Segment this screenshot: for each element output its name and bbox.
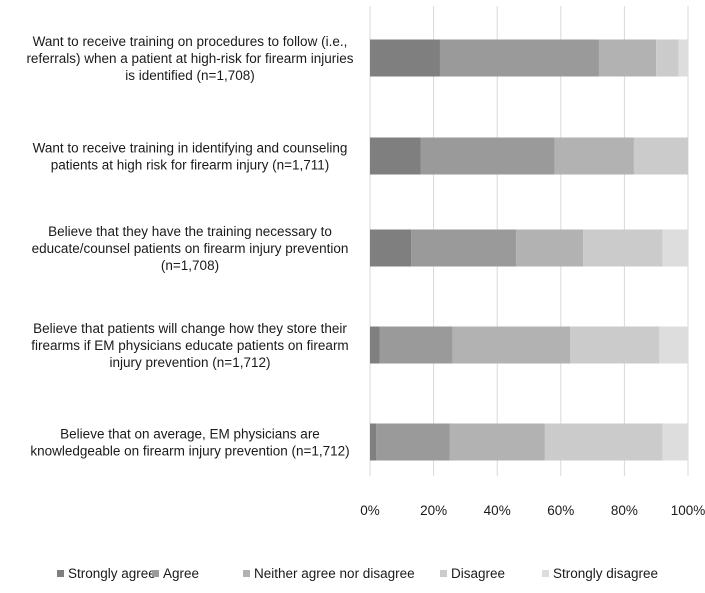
bar-segment-2-3	[583, 229, 663, 267]
bar-segment-0-3	[656, 39, 679, 77]
bar-segment-4-3	[544, 423, 663, 461]
legend: Strongly agree Agree Neither agree nor dis…	[57, 566, 658, 581]
category-label-line: knowledgeable on firearm injury preventi…	[30, 444, 349, 459]
legend-label-1: Agree	[163, 566, 199, 581]
bar-segment-4-2	[449, 423, 545, 461]
legend-label-4: Strongly disagree	[553, 566, 658, 581]
x-tick-label-3: 60%	[547, 503, 574, 518]
x-tick-label-1: 20%	[420, 503, 447, 518]
x-tick-label-0: 0%	[360, 503, 380, 518]
bar-segment-0-1	[439, 39, 599, 77]
bar-segment-0-4	[678, 39, 688, 77]
bar-segment-1-2	[554, 137, 634, 175]
legend-swatch-1	[152, 570, 159, 577]
category-label-4: Believe that on average, EM physicians a…	[30, 427, 349, 459]
bars	[370, 39, 688, 461]
x-tick-label-4: 80%	[611, 503, 638, 518]
legend-swatch-3	[440, 570, 447, 577]
bar-segment-3-4	[659, 326, 688, 364]
bar-segment-3-3	[570, 326, 660, 364]
legend-swatch-4	[542, 570, 549, 577]
bar-segment-2-4	[662, 229, 688, 267]
x-axis-tick-labels: 0% 20% 40% 60% 80% 100%	[360, 503, 705, 518]
category-label-line: Want to receive training on procedures t…	[33, 34, 348, 49]
bar-segment-3-1	[379, 326, 453, 364]
category-label-line: firearms if EM physicians educate patien…	[31, 338, 348, 353]
bar-segment-0-2	[598, 39, 657, 77]
category-label-0: Want to receive training on procedures t…	[26, 34, 353, 83]
x-tick-label-2: 40%	[484, 503, 511, 518]
bar-segment-4-1	[376, 423, 450, 461]
legend-label-3: Disagree	[451, 566, 505, 581]
category-label-line: injury prevention (n=1,712)	[110, 355, 271, 370]
legend-swatch-2	[243, 570, 250, 577]
bar-segment-0-0	[370, 39, 440, 77]
legend-label-0: Strongly agree	[68, 566, 156, 581]
bar-segment-3-2	[452, 326, 571, 364]
category-label-line: is identified (n=1,708)	[125, 68, 254, 83]
category-label-line: Want to receive training in identifying …	[33, 141, 348, 156]
legend-swatch-0	[57, 570, 64, 577]
bar-segment-4-0	[370, 423, 377, 461]
bar-segment-1-1	[420, 137, 555, 175]
category-label-line: educate/counsel patients on firearm inju…	[32, 241, 349, 256]
bar-segment-1-3	[633, 137, 688, 175]
category-label-line: Believe that patients will change how th…	[33, 321, 347, 336]
category-label-line: (n=1,708)	[161, 258, 219, 273]
legend-label-2: Neither agree nor disagree	[254, 566, 415, 581]
category-labels: Want to receive training on procedures t…	[26, 34, 353, 459]
category-label-line: patients at high risk for firearm injury…	[51, 158, 330, 173]
bar-segment-1-0	[370, 137, 421, 175]
bar-segment-2-0	[370, 229, 412, 267]
category-label-line: Believe that on average, EM physicians a…	[60, 427, 320, 442]
bar-segment-2-2	[516, 229, 584, 267]
category-label-line: Believe that they have the training nece…	[48, 224, 332, 239]
category-label-2: Believe that they have the training nece…	[32, 224, 349, 273]
bar-segment-4-4	[662, 423, 688, 461]
category-label-3: Believe that patients will change how th…	[31, 321, 348, 370]
category-label-line: referrals) when a patient at high-risk f…	[26, 51, 353, 66]
bar-segment-3-0	[370, 326, 380, 364]
category-label-1: Want to receive training in identifying …	[33, 141, 348, 173]
x-tick-label-5: 100%	[671, 503, 705, 518]
bar-segment-2-1	[411, 229, 517, 267]
